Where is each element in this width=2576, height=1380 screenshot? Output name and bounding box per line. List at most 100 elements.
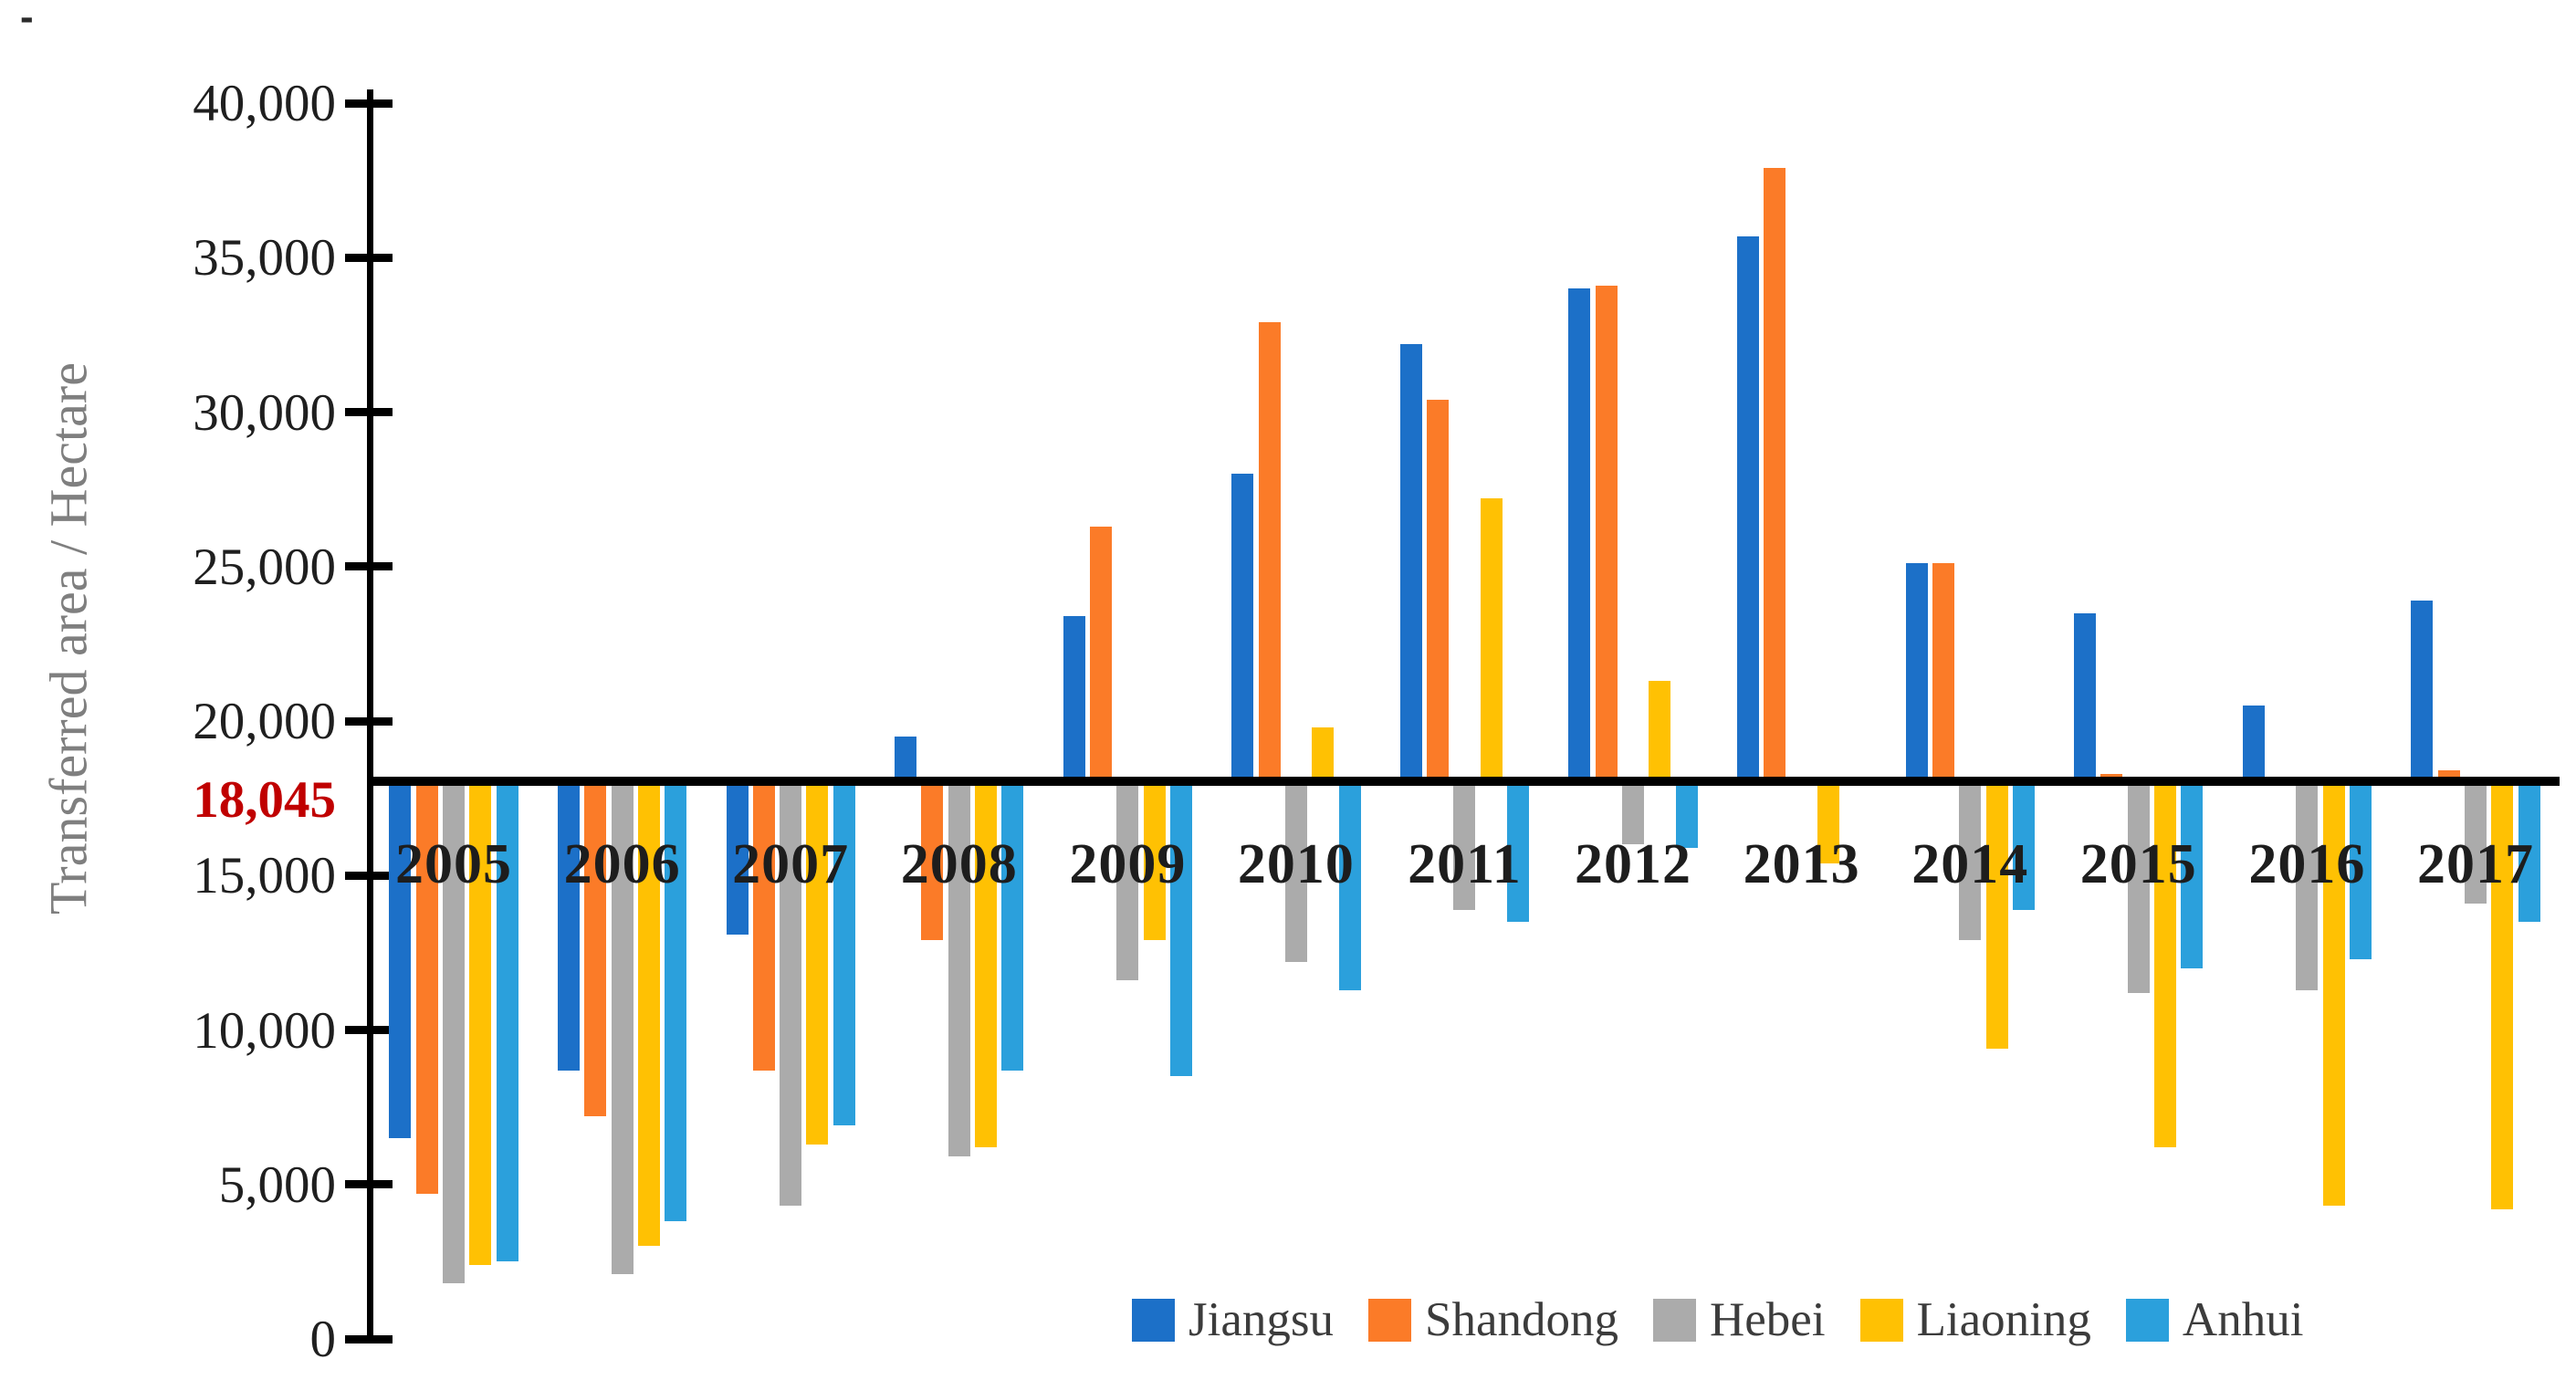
bar-liaoning-2017 <box>2491 781 2514 1209</box>
y-axis-tick-label: 15,000 <box>193 847 336 905</box>
bar-liaoning-2007 <box>806 781 829 1145</box>
legend-swatch-hebei <box>1653 1299 1696 1342</box>
y-axis-tick-label: 30,000 <box>193 383 336 442</box>
bar-jiangsu-2016 <box>2242 706 2265 782</box>
bar-hebei-2017 <box>2464 781 2487 904</box>
bar-jiangsu-2007 <box>726 781 749 935</box>
legend-label-shandong: Shandong <box>1425 1293 1618 1346</box>
legend-label-anhui: Anhui <box>2182 1293 2304 1346</box>
bar-liaoning-2005 <box>469 781 492 1265</box>
bar-anhui-2016 <box>2350 781 2372 959</box>
bar-liaoning-2010 <box>1312 727 1335 782</box>
bar-anhui-2011 <box>1507 781 1530 923</box>
bar-anhui-2007 <box>832 781 855 1126</box>
legend-swatch-jiangsu <box>1132 1299 1175 1342</box>
bar-hebei-2006 <box>611 781 634 1274</box>
legend-item-liaoning: Liaoning <box>1859 1296 2091 1344</box>
y-axis-tick <box>345 1026 393 1035</box>
y-axis-tick-label: 25,000 <box>193 538 336 596</box>
x-label-2006: 2006 <box>563 833 681 895</box>
bar-shandong-2006 <box>584 781 607 1117</box>
bar-anhui-2010 <box>1338 781 1361 990</box>
bar-shandong-2010 <box>1258 322 1281 782</box>
bar-liaoning-2016 <box>2322 781 2345 1207</box>
bar-hebei-2012 <box>1622 781 1645 845</box>
legend-label-hebei: Hebei <box>1710 1293 1826 1346</box>
bar-shandong-2005 <box>415 781 438 1194</box>
y-axis-tick <box>345 562 393 571</box>
legend-item-anhui: Anhui <box>2125 1293 2304 1346</box>
legend-label-jiangsu: Jiangsu <box>1189 1293 1334 1346</box>
bar-liaoning-2014 <box>1985 781 2008 1049</box>
y-axis-tick <box>345 871 393 880</box>
y-axis-tick <box>345 1180 393 1189</box>
y-axis-tick-label: 20,000 <box>193 693 336 751</box>
bar-anhui-2014 <box>2012 781 2035 910</box>
x-label-2010: 2010 <box>1237 833 1355 895</box>
x-label-2012: 2012 <box>1575 833 1692 895</box>
y-axis-tick-label: 10,000 <box>193 1001 336 1060</box>
bar-liaoning-2015 <box>2154 781 2177 1148</box>
bar-hebei-2016 <box>2296 781 2319 990</box>
bar-jiangsu-2006 <box>557 781 580 1071</box>
bar-shandong-2012 <box>1595 285 1618 782</box>
x-label-2014: 2014 <box>1911 833 2029 895</box>
y-axis-tick <box>345 1334 393 1343</box>
y-axis-tick <box>345 253 393 262</box>
bar-hebei-2010 <box>1284 781 1307 963</box>
bar-liaoning-2011 <box>1480 498 1503 782</box>
bar-anhui-2006 <box>665 781 687 1222</box>
bar-jiangsu-2005 <box>389 781 412 1138</box>
bar-hebei-2011 <box>1453 781 1476 910</box>
x-label-2008: 2008 <box>900 833 1018 895</box>
bar-liaoning-2009 <box>1143 781 1166 941</box>
bar-shandong-2014 <box>1932 563 1954 782</box>
bar-liaoning-2008 <box>975 781 998 1148</box>
bar-hebei-2015 <box>2127 781 2150 993</box>
stray-dash-text: - <box>20 0 34 39</box>
y-axis-tick <box>345 716 393 726</box>
bar-jiangsu-2010 <box>1231 474 1254 782</box>
x-label-2017: 2017 <box>2416 833 2534 895</box>
bar-hebei-2014 <box>1959 781 1982 941</box>
legend-swatch-anhui <box>2125 1299 2169 1342</box>
x-label-2005: 2005 <box>395 833 512 895</box>
bar-jiangsu-2015 <box>2074 612 2097 782</box>
y-axis-line <box>367 89 373 1343</box>
x-label-2011: 2011 <box>1408 833 1522 895</box>
bar-hebei-2007 <box>780 781 802 1207</box>
bar-jiangsu-2013 <box>1737 235 1759 782</box>
chart-legend: Jiangsu Shandong Hebei Liaoning Anhui <box>1132 1296 2303 1344</box>
axis-crossing-label: 18,045 <box>193 771 336 830</box>
bar-jiangsu-2011 <box>1399 344 1422 782</box>
x-label-2016: 2016 <box>2248 833 2366 895</box>
x-label-2007: 2007 <box>732 833 850 895</box>
bar-jiangsu-2017 <box>2411 601 2434 782</box>
bar-hebei-2008 <box>948 781 970 1157</box>
bar-anhui-2012 <box>1675 781 1698 848</box>
bar-hebei-2005 <box>443 781 465 1284</box>
legend-item-hebei: Hebei <box>1653 1296 1826 1344</box>
y-axis-tick-label: 5,000 <box>218 1155 336 1214</box>
bar-jiangsu-2009 <box>1063 616 1085 782</box>
bar-liaoning-2013 <box>1817 781 1839 863</box>
bar-anhui-2005 <box>496 781 518 1262</box>
y-axis-tick <box>345 99 393 108</box>
bar-jiangsu-2008 <box>895 737 917 782</box>
y-axis-title: Transferred area / Hectare <box>38 362 99 915</box>
bar-liaoning-2006 <box>637 781 660 1247</box>
bar-jiangsu-2012 <box>1568 288 1591 782</box>
legend-swatch-liaoning <box>1859 1299 1903 1342</box>
bar-shandong-2008 <box>921 781 944 941</box>
y-axis-tick-label: 40,000 <box>193 75 336 133</box>
y-axis-tick-label: 35,000 <box>193 229 336 288</box>
legend-item-jiangsu: Jiangsu <box>1132 1296 1334 1344</box>
x-label-2009: 2009 <box>1069 833 1187 895</box>
axis-crossing-line <box>367 777 2560 787</box>
y-axis-tick-label: 0 <box>309 1311 337 1368</box>
bar-anhui-2009 <box>1169 781 1192 1077</box>
bar-anhui-2015 <box>2181 781 2204 968</box>
bar-shandong-2009 <box>1090 526 1112 782</box>
